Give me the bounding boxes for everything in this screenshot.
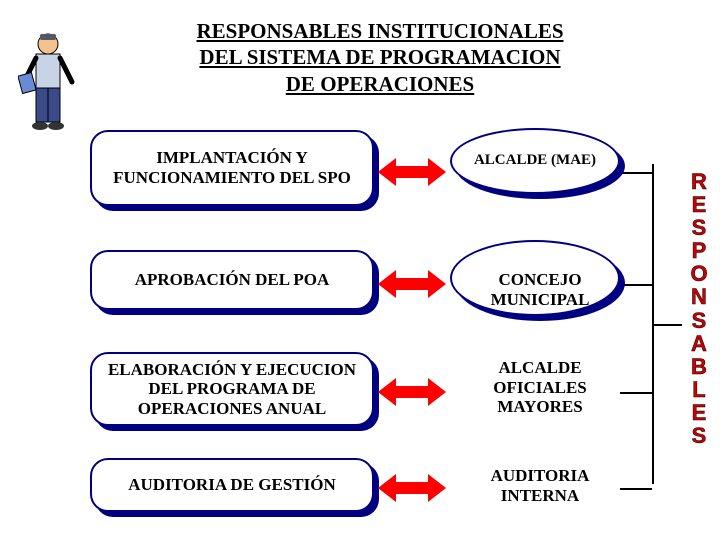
connector-to-label xyxy=(652,324,682,326)
activity-box-2: ELABORACIÓN Y EJECUCION DEL PROGRAMA DE … xyxy=(90,352,374,426)
title-line1: RESPONSABLES INSTITUCIONALES xyxy=(196,19,563,43)
responsible-ellipse-0: ALCALDE (MAE) xyxy=(450,128,620,194)
title-line2: DEL SISTEMA DE PROGRAMACION xyxy=(199,45,560,69)
arrow-2 xyxy=(378,378,446,406)
vertical-label-responsables: RESPONSABLES xyxy=(684,170,714,447)
diagram-title: RESPONSABLES INSTITUCIONALES DEL SISTEMA… xyxy=(180,18,580,97)
responsible-text-2: ALCALDE OFICIALES MAYORES xyxy=(460,358,620,417)
title-line3: DE OPERACIONES xyxy=(286,72,474,96)
activity-box-0: IMPLANTACIÓN Y FUNCIONAMIENTO DEL SPO xyxy=(90,130,374,206)
person-icon xyxy=(18,30,78,150)
arrow-3 xyxy=(378,474,446,502)
responsible-text-3: AUDITORIA INTERNA xyxy=(460,466,620,505)
arrow-1 xyxy=(378,270,446,298)
responsible-text-1: CONCEJO MUNICIPAL xyxy=(460,270,620,309)
arrow-0 xyxy=(378,158,446,186)
connector-h-0 xyxy=(620,172,652,174)
connector-h-3 xyxy=(620,488,652,490)
activity-box-3: AUDITORIA DE GESTIÓN xyxy=(90,458,374,512)
activity-box-1: APROBACIÓN DEL POA xyxy=(90,250,374,310)
connector-h-2 xyxy=(620,392,652,394)
